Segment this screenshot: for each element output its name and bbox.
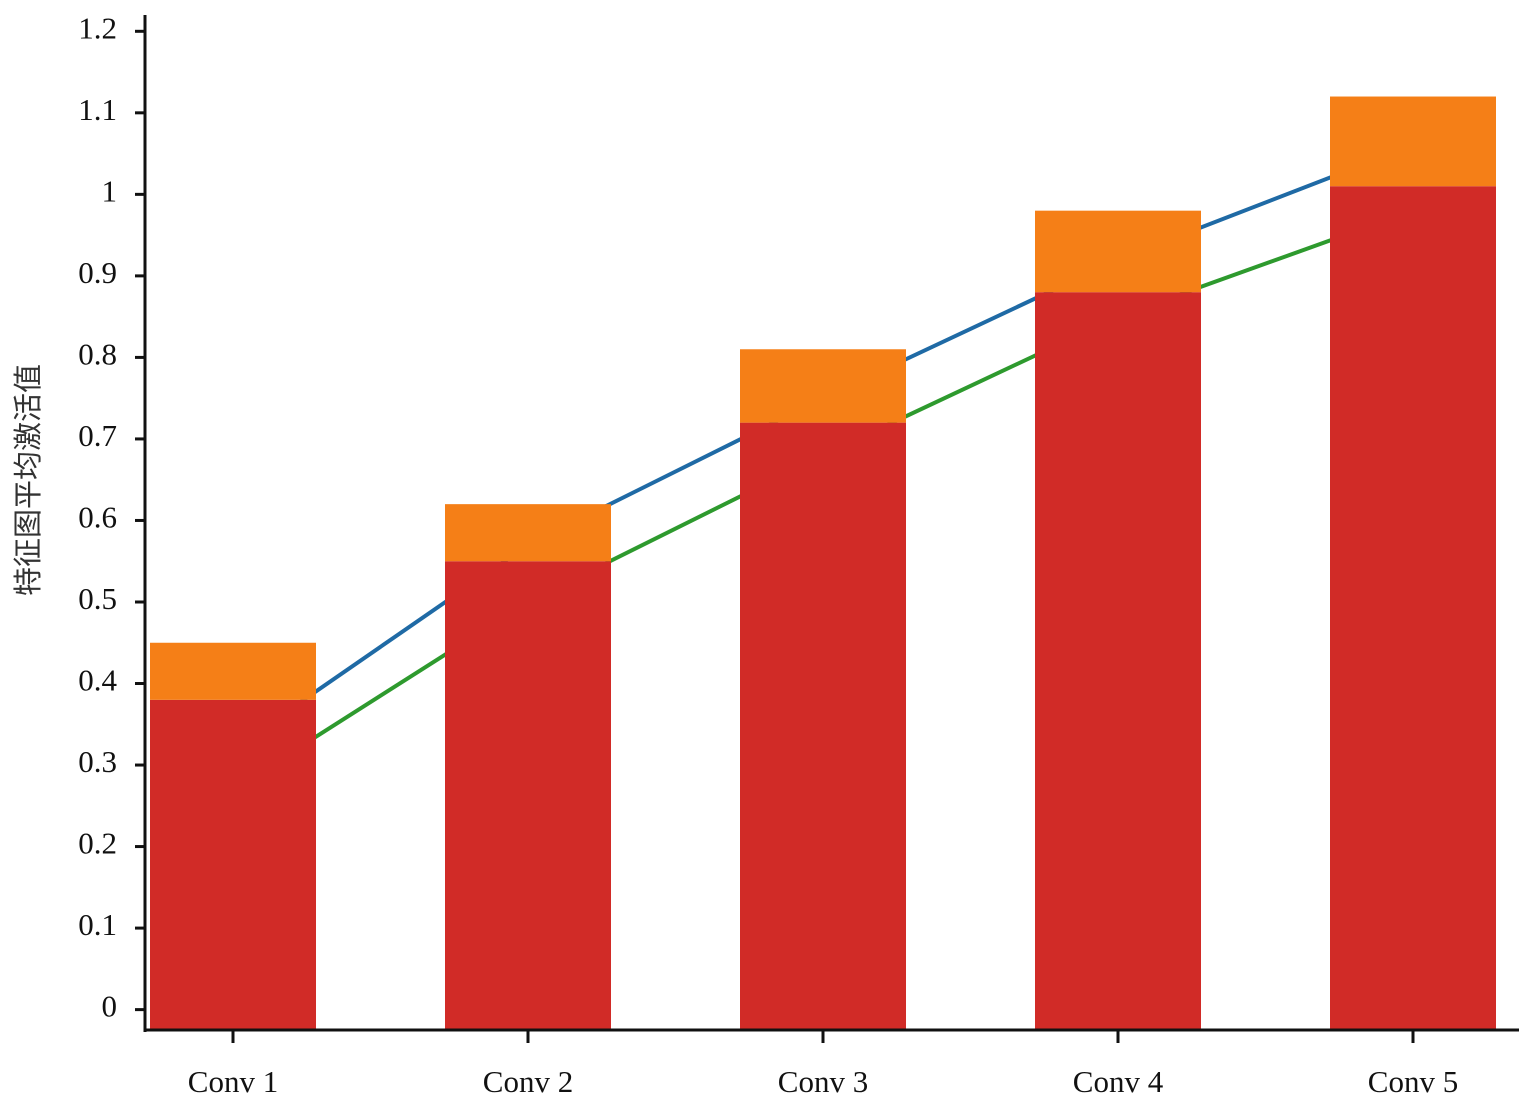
- y-tick-label: 0.6: [78, 500, 117, 535]
- y-tick-label: 0.2: [78, 826, 117, 861]
- y-tick-label: 0: [102, 989, 118, 1024]
- bar: [1330, 186, 1496, 1030]
- y-tick-label: 0.1: [78, 907, 117, 942]
- y-tick-label: 0.9: [78, 255, 117, 290]
- y-tick-label: 0.7: [78, 418, 117, 453]
- bar: [1035, 210, 1201, 293]
- x-tick-label: Conv 3: [778, 1064, 868, 1099]
- bar: [1330, 96, 1496, 187]
- x-tick-label: Conv 5: [1368, 1064, 1458, 1099]
- x-tick-label: Conv 1: [188, 1064, 278, 1099]
- bar: [445, 561, 611, 1030]
- bar: [1035, 292, 1201, 1031]
- bar: [740, 422, 906, 1031]
- bar: [445, 504, 611, 562]
- y-tick-label: 0.3: [78, 744, 117, 779]
- x-tick-label: Conv 4: [1073, 1064, 1164, 1099]
- y-tick-label: 1: [102, 173, 118, 208]
- y-tick-label: 1.2: [78, 10, 117, 45]
- x-tick-label: Conv 2: [483, 1064, 573, 1099]
- bar: [740, 349, 906, 423]
- bar: [150, 699, 316, 1030]
- y-tick-label: 0.8: [78, 337, 117, 372]
- y-tick-label: 0.5: [78, 581, 117, 616]
- y-tick-label: 1.1: [78, 92, 117, 127]
- y-axis-label: 特征图平均激活值: [11, 364, 45, 596]
- y-tick-label: 0.4: [78, 663, 117, 698]
- bar: [150, 642, 316, 700]
